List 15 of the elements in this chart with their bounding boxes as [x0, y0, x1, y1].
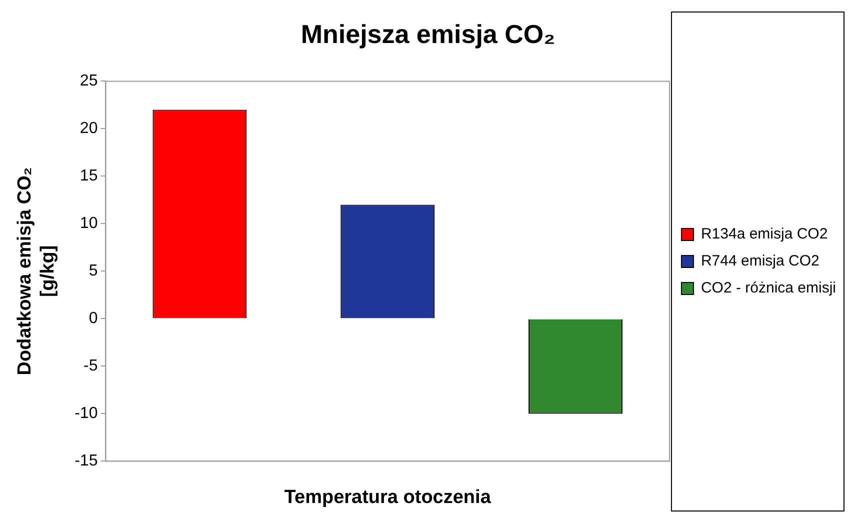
y-axis-title: Dodatkowa emisja CO₂ [g/kg] [14, 167, 58, 376]
y-tick-label: -15 [74, 452, 98, 470]
y-tick-label: 25 [80, 72, 98, 90]
y-tick-label: 20 [80, 120, 98, 138]
y-tick-label: 0 [88, 310, 98, 328]
y-tick-label: -10 [74, 405, 98, 422]
chart-title: Mniejsza emisja CO₂ [300, 18, 556, 49]
y-tick-label: 15 [80, 168, 98, 185]
y-tick-label: -5 [83, 358, 98, 375]
y-tick-label: 5 [88, 262, 98, 280]
legend-label: CO2 - różnica emisji [700, 280, 836, 297]
x-axis-title: Temperatura otoczenia [284, 486, 492, 508]
y-tick-label: 10 [80, 215, 98, 232]
legend-label: R134a emisja CO2 [700, 226, 828, 243]
legend-label: R744 emisja CO2 [700, 252, 820, 270]
